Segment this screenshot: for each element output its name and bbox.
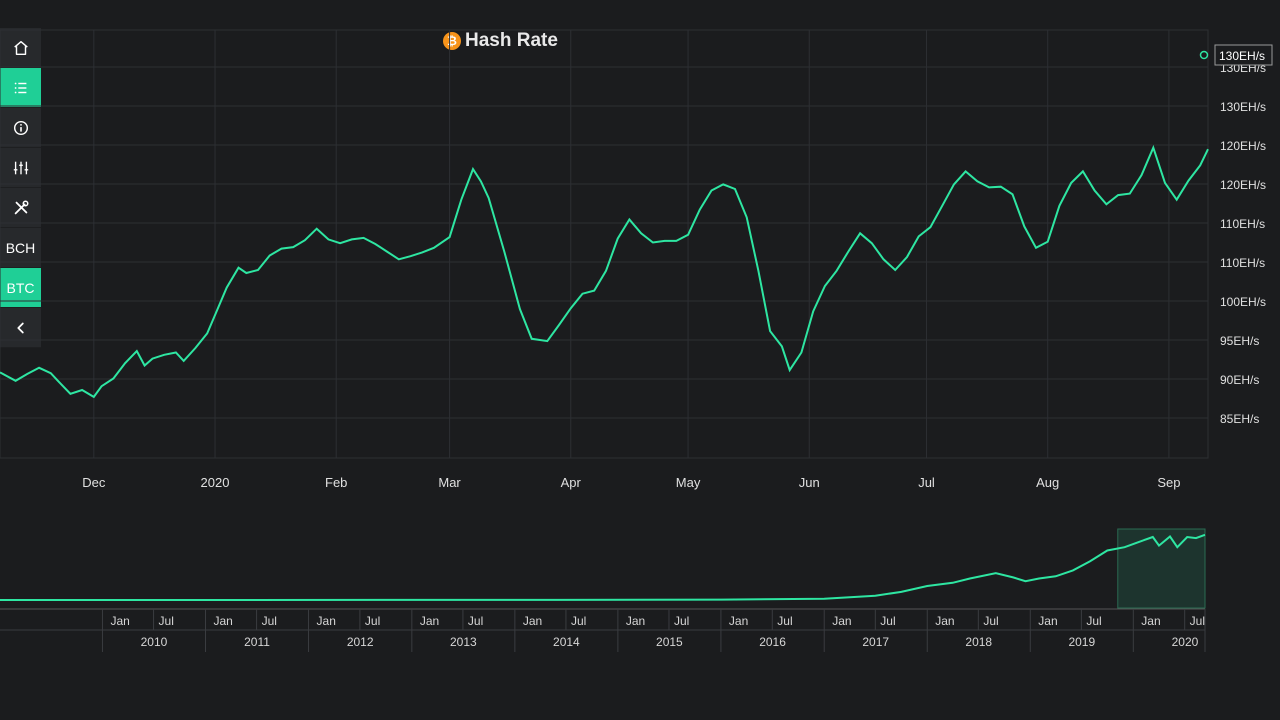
y-tick-label: 100EH/s	[1220, 295, 1266, 309]
btc-label: BTC	[6, 279, 35, 296]
home-icon	[13, 40, 28, 55]
x-tick-label: Mar	[438, 475, 461, 490]
x-tick-label: Apr	[561, 475, 582, 490]
y-tick-label: 120EH/s	[1220, 139, 1266, 153]
navigator-month-label: Jul	[1086, 614, 1101, 628]
x-tick-label: Dec	[82, 475, 106, 490]
navigator-month-label: Jul	[674, 614, 689, 628]
y-tick-label: 90EH/s	[1220, 373, 1259, 387]
navigator-month-label: Jul	[983, 614, 998, 628]
main-grid	[0, 29, 1209, 459]
navigator-month-label: Jan	[729, 614, 748, 628]
list-button[interactable]	[0, 68, 41, 108]
navigator-year-label: 2011	[244, 635, 270, 649]
navigator-month-label: Jul	[1190, 614, 1205, 628]
settings-button[interactable]	[0, 148, 41, 188]
navigator-month-label: Jan	[626, 614, 645, 628]
last-point-dot	[1199, 50, 1209, 60]
navigator-month-label: Jul	[880, 614, 895, 628]
navigator-series-line	[0, 533, 1206, 601]
y-tick-label: 120EH/s	[1220, 178, 1266, 192]
navigator-month-label: Jan	[935, 614, 954, 628]
x-tick-label: Aug	[1036, 475, 1059, 490]
navigator-year-label: 2018	[965, 635, 992, 649]
x-tick-label: Sep	[1157, 475, 1180, 490]
bitcoin-icon: ₿	[443, 32, 461, 50]
y-tick-label: 130EH/s	[1220, 100, 1266, 114]
x-tick-label: Jul	[918, 475, 935, 490]
last-point-marker: 130EH/s	[1199, 44, 1273, 66]
x-tick-label: May	[676, 475, 701, 490]
navigator-month-label: Jul	[571, 614, 586, 628]
navigator-year-label: 2014	[553, 635, 580, 649]
plot-area	[0, 29, 1209, 459]
main-axes: 85EH/s 90EH/s 95EH/s 100EH/s 110EH/s 110EH/s 1…	[82, 61, 1266, 490]
navigator-year-label: 2015	[656, 635, 683, 649]
navigator-year-label: 2019	[1068, 635, 1095, 649]
bch-button[interactable]: BCH	[0, 228, 41, 268]
navigator-month-label: Jul	[777, 614, 792, 628]
x-tick-label: 2020	[201, 475, 230, 490]
navigator-year-label: 2017	[862, 635, 889, 649]
navigator-month-label: Jan	[832, 614, 851, 628]
hash-rate-series-line	[0, 144, 1209, 399]
x-tick-label: Feb	[325, 475, 347, 490]
chevron-left-icon	[16, 322, 24, 333]
navigator-year-label: 2016	[759, 635, 786, 649]
navigator-month-label: Jan	[1038, 614, 1057, 628]
navigator-month-label: Jan	[420, 614, 439, 628]
tools-icon	[14, 200, 28, 214]
navigator: Jan Jul 2010 Jan Jul 2011 Jan Jul 2012 Jan Jul 2013…	[0, 528, 1206, 652]
chart-title-text: Hash Rate	[465, 30, 558, 51]
y-tick-label: 110EH/s	[1220, 217, 1265, 231]
navigator-month-label: Jan	[317, 614, 336, 628]
navigator-year-label: 2010	[141, 635, 168, 649]
x-tick-label: Jun	[799, 475, 820, 490]
navigator-month-label: Jan	[523, 614, 542, 628]
last-value-box	[1214, 44, 1273, 66]
y-tick-label: 110EH/s	[1220, 256, 1265, 270]
navigator-year-label: 2020	[1172, 635, 1199, 649]
bch-label: BCH	[5, 239, 36, 256]
list-icon	[14, 82, 26, 93]
navigator-year-label: 2012	[347, 635, 374, 649]
last-value-label: 130EH/s	[1219, 49, 1265, 63]
navigator-month-label: Jul	[262, 614, 277, 628]
y-tick-label: 85EH/s	[1220, 412, 1259, 426]
navigator-month-label: Jul	[365, 614, 380, 628]
info-button[interactable]	[0, 108, 41, 148]
sidebar: BCH BTC	[0, 28, 41, 348]
navigator-month-label: Jan	[213, 614, 232, 628]
navigator-month-label: Jan	[1141, 614, 1160, 628]
navigator-selection	[1117, 528, 1206, 609]
info-icon	[13, 120, 28, 135]
collapse-button[interactable]	[0, 308, 41, 348]
navigator-month-label: Jan	[110, 614, 129, 628]
chart-title: ₿ Hash Rate	[443, 29, 558, 53]
sliders-icon	[13, 161, 28, 174]
y-tick-label: 95EH/s	[1220, 334, 1259, 348]
navigator-month-label: Jul	[159, 614, 174, 628]
navigator-year-label: 2013	[450, 635, 477, 649]
navigator-month-label: Jul	[468, 614, 483, 628]
tools-button[interactable]	[0, 188, 41, 228]
